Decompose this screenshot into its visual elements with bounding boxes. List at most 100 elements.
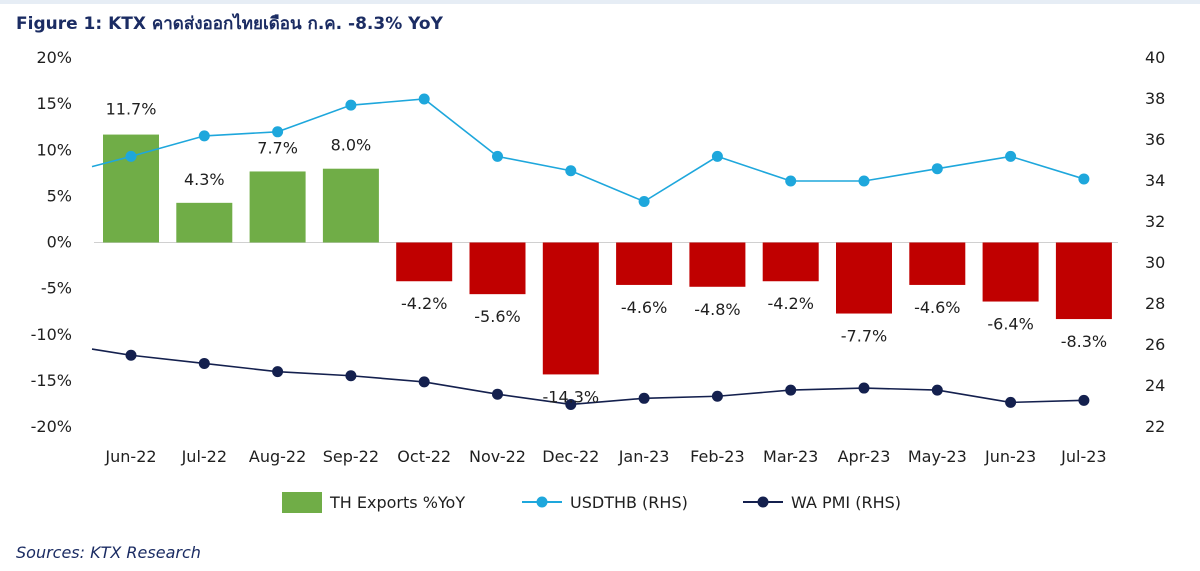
bar-data-label: -4.6% [621,298,667,317]
legend-marker-usdthb [536,496,548,508]
usdthb-point [565,165,577,177]
bar [469,242,526,295]
x-tick-label: Jul-22 [181,447,227,466]
usdthb-point [345,99,357,111]
usdthb-point [858,175,870,187]
usdthb-line [91,98,1085,203]
bar-data-label: -14.3% [542,387,599,406]
wa-pmi-point [711,390,723,402]
left-tick-label: -15% [31,371,72,390]
left-tick-label: 5% [47,186,72,205]
legend: TH Exports %YoY USDTHB (RHS) WA PMI (RHS) [282,492,901,513]
x-tick-label: Jun-22 [104,447,156,466]
bar [542,242,599,375]
usdthb-point [711,150,723,162]
wa-pmi-point [125,349,137,361]
right-tick-label: 34 [1145,171,1165,190]
right-tick-label: 28 [1145,294,1165,313]
right-tick-label: 22 [1145,417,1165,436]
wa-pmi-point [1005,396,1017,408]
bar-data-label: -5.6% [474,307,520,326]
bar-data-label: -4.2% [401,294,447,313]
usdthb-point [785,175,797,187]
right-tick-label: 32 [1145,212,1165,231]
left-tick-label: 20% [36,48,72,67]
bar-data-label: -7.7% [841,327,887,346]
left-axis-ticks: 20% 15% 10% 5% 0% -5% -10% -15% -20% [31,48,72,436]
left-tick-label: 10% [36,140,72,159]
right-tick-label: 24 [1145,376,1165,395]
right-axis-ticks: 40 38 36 34 32 30 28 26 24 22 [1145,48,1165,436]
bar [689,242,746,287]
wa-pmi-point [785,384,797,396]
wa-pmi-point [1078,394,1090,406]
chart-title: Figure 1: KTX คาดส่งออกไทยเดือน ก.ค. -8.… [16,14,443,34]
top-rule [0,0,1200,4]
bar-data-label: 7.7% [257,138,298,157]
wa-pmi-point [931,384,943,396]
usdthb-point [931,163,943,175]
legend-swatch-exports [282,492,322,513]
x-tick-label: Jan-23 [618,447,670,466]
legend-label-usdthb: USDTHB (RHS) [570,493,688,512]
bar-data-label: 11.7% [106,100,157,119]
bar-data-label: 4.3% [184,170,225,189]
x-tick-label: Nov-22 [469,447,526,466]
legend-marker-wa-pmi [757,496,769,508]
right-tick-label: 30 [1145,253,1165,272]
left-tick-label: -5% [41,279,72,298]
wa-pmi-point [272,366,284,378]
wa-pmi-point [418,376,430,388]
usdthb-point [198,130,210,142]
right-tick-label: 40 [1145,48,1165,67]
bar [762,242,819,282]
bar-data-label: -4.8% [694,300,740,319]
bar-data-label: -4.2% [767,294,813,313]
bar [1055,242,1112,320]
bar [836,242,892,314]
usdthb-point [492,150,503,162]
bar-data-label: -8.3% [1061,332,1107,351]
usdthb-point [418,93,430,105]
wa-pmi-point [858,382,870,394]
left-tick-label: 0% [47,233,72,252]
bar [909,242,966,285]
bar [249,171,306,243]
source-note: Sources: KTX Research [16,543,201,562]
x-tick-label: Oct-22 [397,447,451,466]
legend-label-wa-pmi: WA PMI (RHS) [791,493,901,512]
bar [176,202,233,243]
usdthb-point [125,150,137,162]
wa-pmi-point [565,398,577,410]
x-tick-label: Feb-23 [690,447,744,466]
bar-data-label: -4.6% [914,298,960,317]
legend-label-exports: TH Exports %YoY [329,493,465,512]
left-tick-label: 15% [36,94,72,113]
x-tick-label: Jun-23 [984,447,1036,466]
wa-pmi-point [345,370,357,382]
x-tick-label: Sep-22 [323,447,379,466]
bar-labels: 11.7% 4.3% 7.7% 8.0% -4.2% -5.6% -14.3% -4.6% -4… [106,100,1108,407]
usdthb-point [1078,173,1090,185]
bar [616,242,673,285]
right-tick-label: 26 [1145,335,1165,354]
wa-pmi-point [492,388,503,400]
usdthb-point [638,196,650,207]
bar-data-label: 8.0% [331,136,372,155]
usdthb-point [1005,150,1017,162]
bar [322,168,379,243]
x-tick-label: Apr-23 [838,447,891,466]
left-tick-label: -10% [31,325,72,344]
x-tick-label: Mar-23 [763,447,818,466]
x-tick-label: Dec-22 [542,447,599,466]
x-tick-label: May-23 [908,447,967,466]
bar [982,242,1039,302]
bar-data-label: -6.4% [987,315,1033,334]
usdthb-point [272,126,284,138]
left-tick-label: -20% [31,417,72,436]
right-tick-label: 36 [1145,130,1165,149]
wa-pmi-point [198,357,210,369]
x-tick-label: Jul-23 [1060,447,1106,466]
bars [103,134,1112,375]
